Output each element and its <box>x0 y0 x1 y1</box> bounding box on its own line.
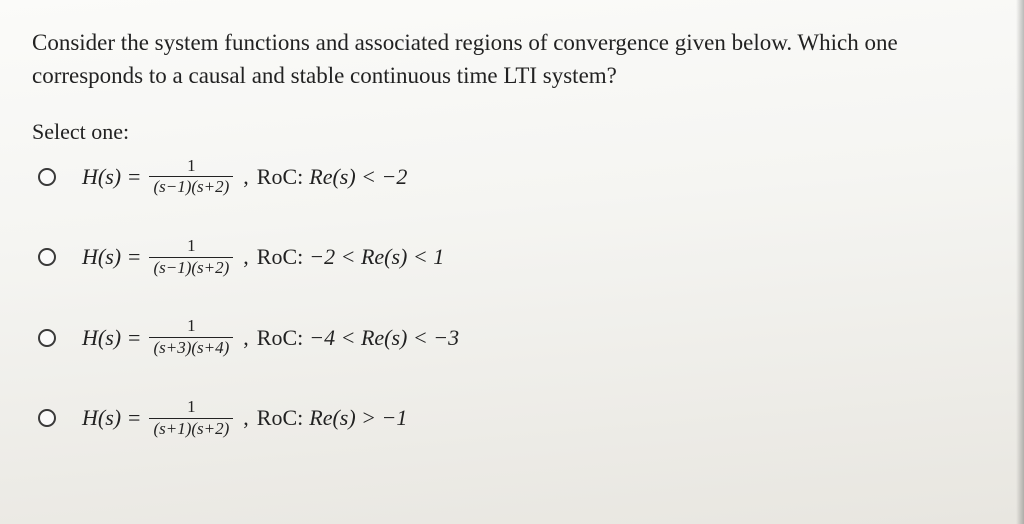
denominator: (s−1)(s+2) <box>149 176 233 197</box>
radio-button[interactable] <box>38 168 56 186</box>
fraction: 1 (s+1)(s+2) <box>149 398 233 438</box>
function-lhs: H(s) = <box>82 325 141 351</box>
roc-expression: Re(s) < −2 <box>309 164 407 190</box>
option-math: H(s) = 1 (s+3)(s+4) , RoC: −4 < Re(s) < … <box>82 317 459 357</box>
den-factor: (s+2) <box>191 258 229 277</box>
roc-expression: Re(s) > −1 <box>309 405 407 431</box>
comma: , <box>241 405 251 431</box>
den-factor: (s+4) <box>191 338 229 357</box>
roc-label: RoC: <box>257 405 303 431</box>
fraction: 1 (s+3)(s+4) <box>149 317 233 357</box>
denominator: (s−1)(s+2) <box>149 257 233 278</box>
function-lhs: H(s) = <box>82 164 141 190</box>
numerator: 1 <box>183 237 200 257</box>
comma: , <box>241 244 251 270</box>
roc-expression: −4 < Re(s) < −3 <box>309 325 459 351</box>
question-stem: Consider the system functions and associ… <box>32 26 992 93</box>
roc-label: RoC: <box>257 244 303 270</box>
fraction: 1 (s−1)(s+2) <box>149 157 233 197</box>
select-one-label: Select one: <box>32 119 992 145</box>
den-factor: (s−1) <box>153 177 191 196</box>
roc-label: RoC: <box>257 325 303 351</box>
den-factor: (s+3) <box>153 338 191 357</box>
option-row: H(s) = 1 (s−1)(s+2) , RoC: Re(s) < −2 <box>38 157 992 197</box>
denominator: (s+3)(s+4) <box>149 337 233 358</box>
radio-button[interactable] <box>38 409 56 427</box>
fraction: 1 (s−1)(s+2) <box>149 237 233 277</box>
den-factor: (s+2) <box>191 177 229 196</box>
comma: , <box>241 325 251 351</box>
numerator: 1 <box>183 317 200 337</box>
option-math: H(s) = 1 (s−1)(s+2) , RoC: −2 < Re(s) < … <box>82 237 444 277</box>
comma: , <box>241 164 251 190</box>
numerator: 1 <box>183 157 200 177</box>
function-lhs: H(s) = <box>82 244 141 270</box>
numerator: 1 <box>183 398 200 418</box>
option-row: H(s) = 1 (s+3)(s+4) , RoC: −4 < Re(s) < … <box>38 317 992 357</box>
question-page: Consider the system functions and associ… <box>0 0 1024 524</box>
den-factor: (s−1) <box>153 258 191 277</box>
den-factor: (s+2) <box>191 419 229 438</box>
denominator: (s+1)(s+2) <box>149 418 233 439</box>
option-math: H(s) = 1 (s+1)(s+2) , RoC: Re(s) > −1 <box>82 398 407 438</box>
roc-expression: −2 < Re(s) < 1 <box>309 244 444 270</box>
radio-button[interactable] <box>38 329 56 347</box>
option-row: H(s) = 1 (s−1)(s+2) , RoC: −2 < Re(s) < … <box>38 237 992 277</box>
den-factor: (s+1) <box>153 419 191 438</box>
radio-button[interactable] <box>38 248 56 266</box>
option-math: H(s) = 1 (s−1)(s+2) , RoC: Re(s) < −2 <box>82 157 407 197</box>
option-row: H(s) = 1 (s+1)(s+2) , RoC: Re(s) > −1 <box>38 398 992 438</box>
option-list: H(s) = 1 (s−1)(s+2) , RoC: Re(s) < −2 H(… <box>38 157 992 439</box>
function-lhs: H(s) = <box>82 405 141 431</box>
roc-label: RoC: <box>257 164 303 190</box>
